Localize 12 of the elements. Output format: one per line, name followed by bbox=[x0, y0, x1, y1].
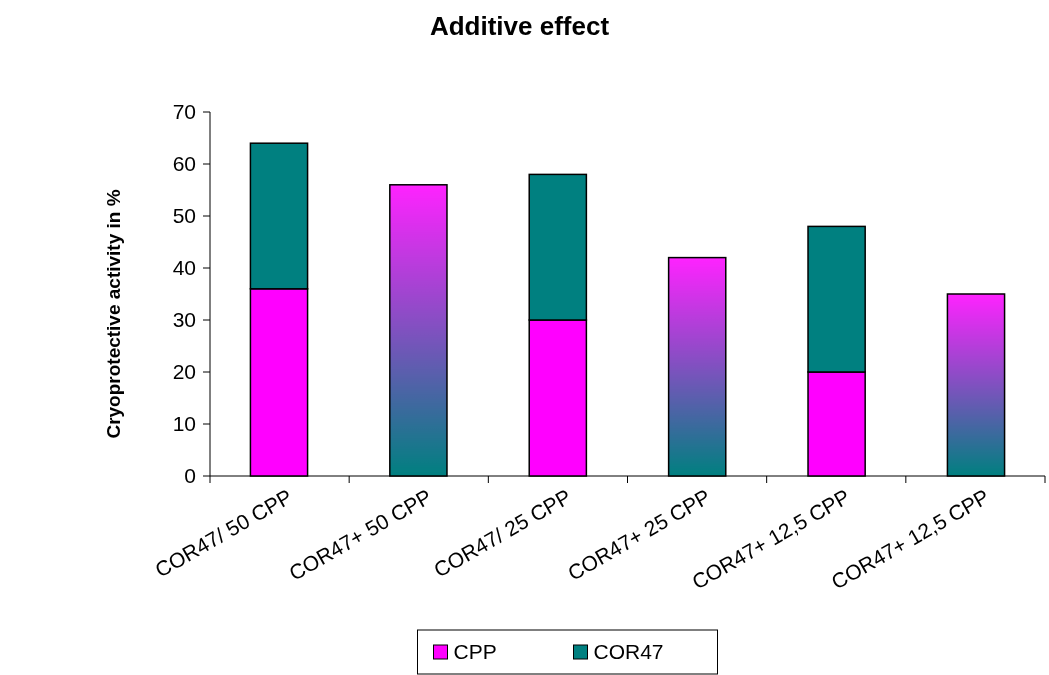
y-tick-label: 60 bbox=[172, 152, 196, 176]
legend-label: COR47 bbox=[593, 640, 664, 664]
y-tick-label: 30 bbox=[172, 308, 196, 332]
y-tick-label: 10 bbox=[172, 412, 196, 436]
legend-label: CPP bbox=[453, 640, 497, 664]
y-tick-label: 70 bbox=[172, 100, 196, 124]
y-tick-label: 40 bbox=[172, 256, 196, 280]
y-tick-label: 50 bbox=[172, 204, 196, 228]
chart-title: Additive effect bbox=[429, 11, 610, 41]
y-tick-label: 20 bbox=[172, 360, 196, 384]
y-axis-title: Cryoprotective activity in % bbox=[103, 189, 124, 439]
y-tick-label: 0 bbox=[184, 464, 196, 488]
